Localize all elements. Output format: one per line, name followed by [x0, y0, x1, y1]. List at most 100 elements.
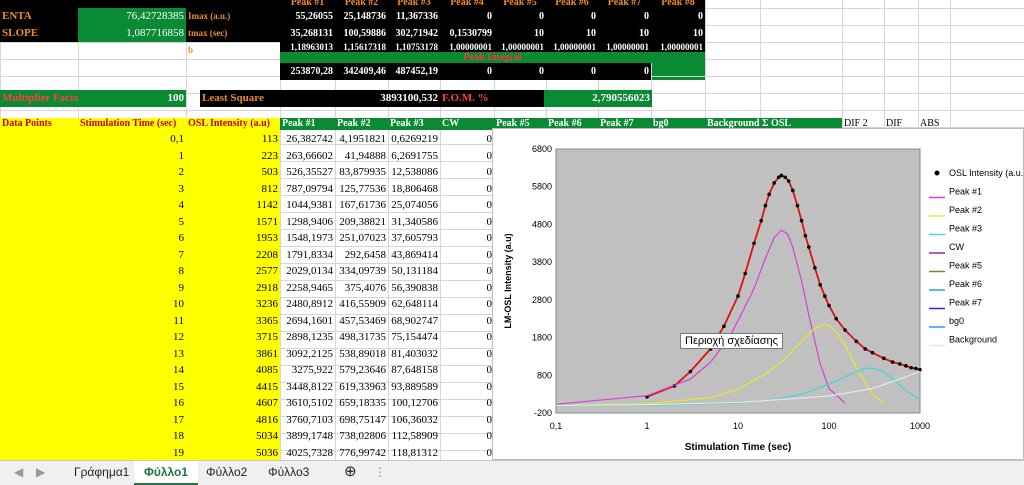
table-cell[interactable]: 68,902747 — [391, 314, 438, 327]
table-cell[interactable]: 659,18335 — [339, 397, 386, 409]
table-cell[interactable]: 81,403032 — [391, 347, 438, 360]
table-cell[interactable]: 0 — [486, 199, 493, 211]
table-cell[interactable]: 113 — [186, 131, 280, 147]
table-cell[interactable]: 3275,922 — [291, 364, 333, 376]
tmax-cell[interactable]: 35,268131 — [280, 25, 335, 42]
table-cell[interactable]: 2577 — [186, 263, 280, 279]
table-cell[interactable]: 4,1951821 — [339, 133, 386, 145]
imax-cell[interactable]: 0 — [651, 8, 705, 25]
table-cell[interactable]: 812 — [186, 180, 280, 197]
table-cell[interactable]: 4085 — [186, 362, 280, 378]
table-cell[interactable]: 1298,9406 — [286, 215, 333, 228]
table-cell[interactable]: 6 — [78, 230, 186, 246]
table-cell[interactable]: 11 — [78, 312, 186, 329]
table-cell[interactable]: 0 — [486, 133, 493, 145]
table-cell[interactable]: 37,605793 — [391, 232, 438, 244]
table-cell[interactable]: 0 — [486, 314, 493, 327]
table-cell[interactable]: 15 — [78, 378, 186, 395]
table-cell[interactable]: 3448,8122 — [286, 380, 333, 393]
table-cell[interactable]: 93,889589 — [391, 380, 438, 393]
table-cell[interactable]: 0 — [486, 397, 493, 409]
table-cell[interactable]: 16 — [78, 395, 186, 411]
table-cell[interactable]: 26,382742 — [286, 133, 333, 145]
more-options-icon[interactable]: ⋮ — [374, 465, 386, 479]
tab-fyllo2[interactable]: Φύλλο2 — [206, 465, 248, 479]
table-cell[interactable]: 43,869414 — [391, 248, 438, 261]
table-cell[interactable]: 3 — [78, 180, 186, 197]
b-cell[interactable]: 1,00000001 — [598, 42, 651, 52]
table-cell[interactable]: 2029,0134 — [286, 265, 333, 277]
table-cell[interactable]: 14 — [78, 362, 186, 378]
table-cell[interactable]: 334,09739 — [339, 265, 386, 277]
b-cell[interactable]: 1,00000001 — [651, 42, 705, 52]
table-cell[interactable]: 209,38821 — [339, 215, 386, 228]
table-cell[interactable]: 18,806468 — [391, 182, 438, 195]
b-cell[interactable]: 1,00000001 — [440, 42, 494, 52]
table-cell[interactable]: 3236 — [186, 296, 280, 312]
table-cell[interactable]: 5036 — [186, 444, 280, 460]
table-cell[interactable]: 416,55909 — [339, 298, 386, 310]
table-cell[interactable]: 776,99742 — [339, 446, 386, 459]
table-cell[interactable]: 0 — [486, 281, 493, 294]
table-cell[interactable]: 0 — [486, 248, 493, 261]
table-cell[interactable]: 1571 — [186, 213, 280, 230]
imax-cell[interactable]: 25,148736 — [335, 8, 388, 25]
table-cell[interactable]: 3365 — [186, 312, 280, 329]
add-sheet-icon[interactable]: ⊕ — [344, 463, 357, 480]
b-cell[interactable]: 1,00000001 — [546, 42, 598, 52]
table-cell[interactable]: 118,81312 — [391, 446, 438, 459]
table-cell[interactable]: 41,94888 — [344, 149, 386, 162]
table-cell[interactable]: 0 — [486, 149, 493, 162]
table-cell[interactable]: 112,58909 — [391, 430, 438, 442]
enta-value[interactable]: 76,42728385 — [78, 8, 186, 25]
table-cell[interactable]: 2480,8912 — [286, 298, 333, 310]
table-cell[interactable]: 25,074056 — [391, 199, 438, 211]
table-cell[interactable]: 2694,1601 — [286, 314, 333, 327]
imax-cell[interactable]: 0 — [598, 8, 651, 25]
b-cell[interactable]: 1,00000001 — [494, 42, 546, 52]
tmax-cell[interactable]: 10 — [494, 25, 546, 42]
table-cell[interactable]: 31,340586 — [391, 215, 438, 228]
table-cell[interactable]: 9 — [78, 279, 186, 296]
table-cell[interactable]: 4025,7328 — [286, 446, 333, 459]
tab-fyllo3[interactable]: Φύλλο3 — [268, 465, 310, 479]
b-cell[interactable]: 1,18963013 — [280, 42, 335, 52]
table-cell[interactable]: 498,31735 — [339, 331, 386, 343]
table-cell[interactable]: 0 — [486, 380, 493, 393]
table-cell[interactable]: 62,648114 — [391, 298, 438, 310]
table-cell[interactable]: 6,2691755 — [391, 149, 438, 162]
tmax-cell[interactable]: 10 — [651, 25, 705, 42]
table-cell[interactable]: 83,879935 — [339, 166, 386, 178]
table-cell[interactable]: 0,6269219 — [391, 133, 438, 145]
tmax-cell[interactable]: 0,1530799 — [440, 25, 494, 42]
tmax-cell[interactable]: 10 — [598, 25, 651, 42]
table-cell[interactable]: 787,09794 — [286, 182, 333, 195]
table-cell[interactable]: 50,131184 — [391, 265, 438, 277]
table-cell[interactable]: 10 — [78, 296, 186, 312]
slope-value[interactable]: 1,087716858 — [78, 25, 186, 42]
scroll-right-icon[interactable]: ▶ — [36, 465, 46, 479]
table-cell[interactable]: 125,77536 — [339, 182, 386, 195]
table-cell[interactable]: 3861 — [186, 345, 280, 362]
table-cell[interactable]: 3092,2125 — [286, 347, 333, 360]
fom-value[interactable]: 2,790556023 — [544, 90, 652, 107]
b-cell[interactable]: 1,15617318 — [335, 42, 388, 52]
imax-cell[interactable]: 0 — [546, 8, 598, 25]
table-cell[interactable]: 12,538086 — [391, 166, 438, 178]
table-cell[interactable]: 0 — [486, 232, 493, 244]
table-cell[interactable]: 106,36032 — [391, 413, 438, 426]
table-cell[interactable]: 4415 — [186, 378, 280, 395]
imax-cell[interactable]: 0 — [494, 8, 546, 25]
table-cell[interactable]: 292,6458 — [344, 248, 386, 261]
table-cell[interactable]: 4 — [78, 197, 186, 213]
table-cell[interactable]: 0 — [486, 446, 493, 459]
lm-osl-chart[interactable]: -200 800 1800 2800 3800 4800 5800 6800 0,1 1 10 100… — [492, 128, 1024, 460]
table-cell[interactable]: 375,4076 — [344, 281, 386, 294]
table-cell[interactable]: 251,07023 — [339, 232, 386, 244]
table-cell[interactable]: 8 — [78, 263, 186, 279]
table-cell[interactable]: 2258,9465 — [286, 281, 333, 294]
table-cell[interactable]: 526,35527 — [286, 166, 333, 178]
table-cell[interactable]: 263,66602 — [286, 149, 333, 162]
plot-area[interactable] — [555, 148, 921, 414]
spreadsheet-grid[interactable]: ENTA 76,42728385 SLOPE 1,087716858 Imax … — [0, 0, 1024, 460]
